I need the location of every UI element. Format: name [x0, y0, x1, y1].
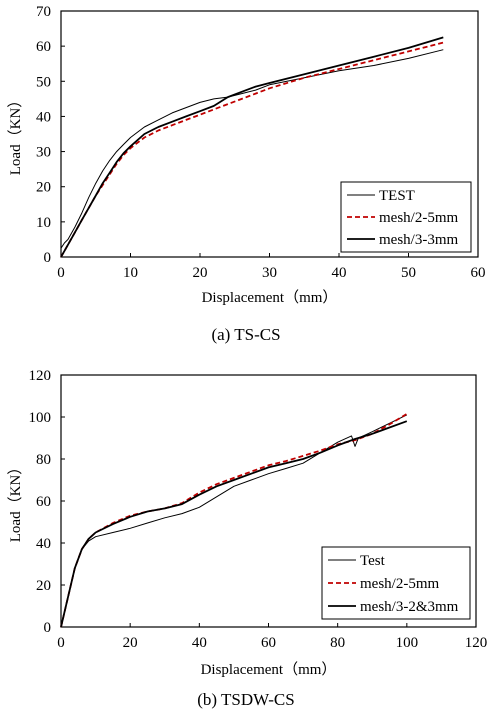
y-tick-label: 20: [36, 180, 51, 196]
chart-caption: (b) TSDW-CS: [197, 690, 294, 709]
y-tick-label: 80: [36, 452, 51, 468]
series-line-test: [60, 49, 444, 249]
series-line-test: [60, 414, 408, 628]
y-tick-label: 30: [36, 145, 51, 161]
y-tick-label: 20: [36, 578, 51, 594]
x-tick-label: 40: [332, 265, 347, 281]
legend-label: mesh/2-5mm: [379, 210, 458, 226]
x-tick-label: 60: [471, 265, 486, 281]
x-tick-label: 30: [262, 265, 277, 281]
chart-caption: (a) TS-CS: [211, 325, 280, 344]
x-axis-label: Displacement（mm）: [202, 289, 338, 306]
y-tick-label: 0: [44, 250, 52, 266]
series-line-mesh-3-3mm: [60, 36, 444, 258]
y-tick-label: 10: [36, 215, 51, 231]
y-tick-label: 120: [29, 368, 52, 384]
x-tick-label: 50: [401, 265, 416, 281]
y-tick-label: 40: [36, 109, 51, 125]
legend-box: [340, 181, 472, 253]
y-axis-label: Load（KN）: [7, 93, 24, 176]
x-tick-label: 60: [261, 635, 276, 651]
panel-b-chart: 0 20 40 60 80 100 120 0 20 40 60 80 100 120 Displaceme…: [7, 368, 487, 709]
legend-label: mesh/3-2&3mm: [360, 599, 459, 615]
x-tick-label: 10: [123, 265, 138, 281]
y-tick-label: 70: [36, 4, 51, 20]
legend-label: TEST: [379, 188, 415, 204]
x-tick-label: 40: [192, 635, 207, 651]
panel-a-chart: 0 10 20 30 40 50 60 0 10 20 30 40 50 60 70 Displacement…: [7, 4, 486, 344]
legend-label: Test: [360, 553, 386, 569]
y-tick-label: 50: [36, 74, 51, 90]
y-tick-label: 40: [36, 536, 51, 552]
x-tick-label: 20: [193, 265, 208, 281]
y-tick-label: 60: [36, 494, 51, 510]
x-tick-label: 0: [57, 635, 65, 651]
legend-label: mesh/2-5mm: [360, 576, 439, 592]
x-tick-label: 80: [330, 635, 345, 651]
x-axis-label: Displacement（mm）: [201, 661, 337, 678]
x-tick-label: 0: [57, 265, 65, 281]
y-tick-label: 100: [29, 410, 52, 426]
y-tick-label: 60: [36, 39, 51, 55]
x-tick-label: 20: [123, 635, 138, 651]
series-line-mesh-3-2-3mm: [60, 420, 408, 628]
x-tick-label: 100: [396, 635, 419, 651]
y-tick-label: 0: [44, 620, 52, 636]
legend-label: mesh/3-3mm: [379, 232, 458, 248]
x-tick-label: 120: [465, 635, 488, 651]
y-axis-label: Load（KN）: [7, 460, 24, 543]
